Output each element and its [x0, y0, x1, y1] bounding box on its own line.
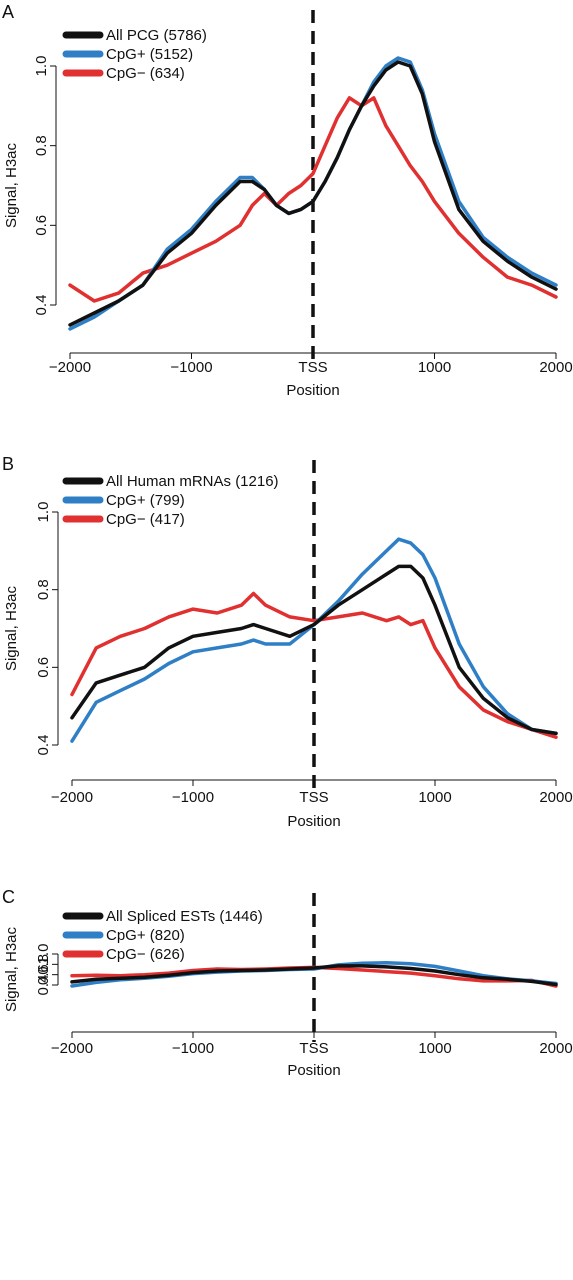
- y-tick-label: 1.0: [33, 56, 50, 77]
- panel-b: B −2000 −1000 TSS 1000 2000 Position 0.4 0.6 0.8…: [2, 454, 573, 830]
- legend: All Human mRNAs (1216) CpG+ (799) CpG− (41…: [62, 473, 279, 528]
- panel-c-letter: C: [2, 887, 15, 907]
- x-tick-label: TSS: [298, 359, 327, 376]
- y-tick-label: 0.6: [35, 964, 52, 985]
- legend-label: CpG− (626): [106, 946, 185, 963]
- x-tick-label: TSS: [299, 789, 328, 806]
- y-tick-label: 1.0: [35, 502, 52, 523]
- y-tick-label: 0.4: [35, 735, 52, 756]
- x-tick-label: −1000: [172, 789, 214, 806]
- x-axis-title: Position: [287, 813, 340, 830]
- series-line: [70, 564, 558, 736]
- y-tick-label: 1.0: [35, 944, 52, 965]
- x-tick-label: 1000: [418, 359, 451, 376]
- y-tick-label: 0.6: [35, 657, 52, 678]
- x-tick-label: 1000: [418, 789, 451, 806]
- axes: −2000 −1000 TSS 1000 2000 Position 0.4 0.6 0.8 1.…: [3, 502, 573, 830]
- legend: All PCG (5786) CpG+ (5152) CpG− (634): [62, 27, 207, 82]
- y-axis-title: Signal, H3ac: [3, 585, 20, 671]
- series-line: [70, 964, 558, 987]
- x-tick-label: −2000: [49, 359, 91, 376]
- series-line: [68, 96, 558, 303]
- x-axis-title: Position: [286, 382, 339, 399]
- legend-label: CpG+ (820): [106, 927, 185, 944]
- panel-a: A −2000 −1000 TSS 1000 2000 Position 0.4 0.6 0.8…: [2, 2, 573, 399]
- y-tick-label: 0.8: [33, 135, 50, 156]
- axes: −2000 −1000 TSS 1000 2000 Position 0.4 0.6 0.8 1.…: [3, 56, 573, 399]
- x-tick-label: TSS: [299, 1040, 328, 1057]
- y-tick-label: 0.4: [35, 975, 52, 996]
- x-tick-label: −2000: [51, 789, 93, 806]
- legend-label: All Human mRNAs (1216): [106, 473, 279, 490]
- legend-label: CpG− (634): [106, 65, 185, 82]
- legend-label: CpG+ (799): [106, 492, 185, 509]
- x-tick-label: 1000: [418, 1040, 451, 1057]
- series-line: [68, 60, 558, 327]
- legend-label: All Spliced ESTs (1446): [106, 908, 263, 925]
- y-tick-label: 0.6: [33, 215, 50, 236]
- x-axis-title: Position: [287, 1062, 340, 1079]
- x-tick-label: 2000: [539, 1040, 572, 1057]
- series-line: [70, 591, 558, 739]
- legend: All Spliced ESTs (1446) CpG+ (820) CpG− (6…: [62, 908, 263, 963]
- legend-label: CpG+ (5152): [106, 46, 193, 63]
- panel-c: C −2000 −1000 TSS 1000 2000 Position 0.40.60.8…: [2, 887, 573, 1079]
- legend-label: CpG− (417): [106, 511, 185, 528]
- x-tick-label: −2000: [51, 1040, 93, 1057]
- panel-b-letter: B: [2, 454, 14, 474]
- y-tick-label: 0.4: [33, 295, 50, 316]
- legend-label: All PCG (5786): [106, 27, 207, 44]
- x-tick-label: −1000: [170, 359, 212, 376]
- y-axis-title: Signal, H3ac: [3, 142, 20, 228]
- x-tick-label: 2000: [539, 359, 572, 376]
- axes: −2000 −1000 TSS 1000 2000 Position 0.40.60.81.…: [3, 926, 573, 1079]
- y-tick-label: 0.8: [35, 579, 52, 600]
- x-tick-label: −1000: [172, 1040, 214, 1057]
- y-axis-title: Signal, H3ac: [3, 926, 20, 1012]
- y-tick-label: 0.8: [35, 954, 52, 975]
- x-tick-label: 2000: [539, 789, 572, 806]
- panel-a-letter: A: [2, 2, 14, 22]
